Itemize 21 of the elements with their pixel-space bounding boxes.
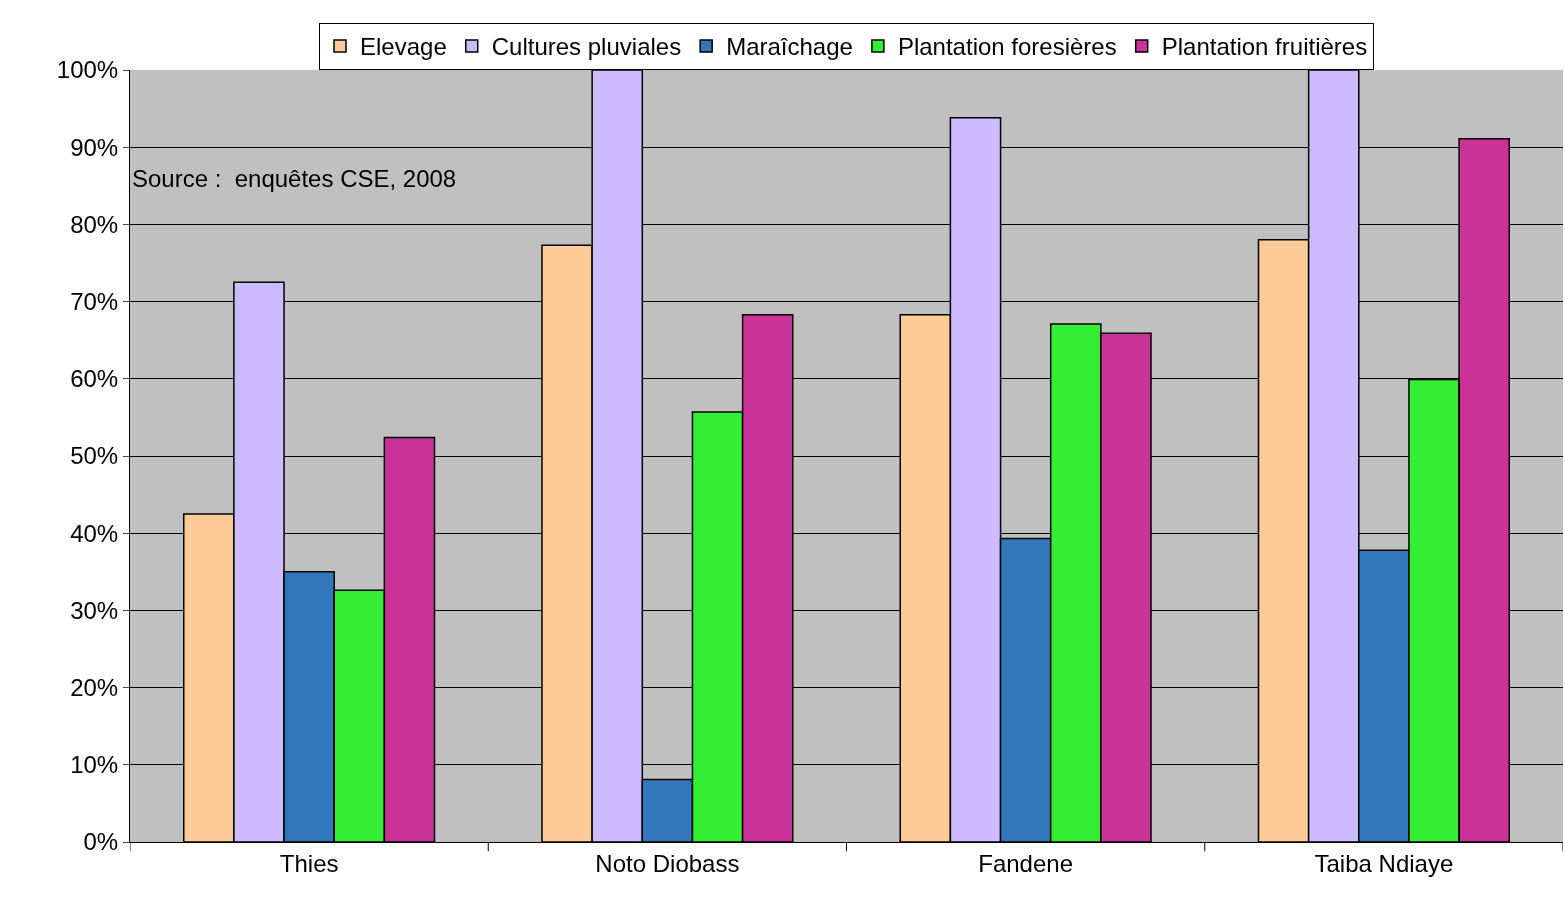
- x-tick-label: Noto Diobass: [595, 849, 740, 877]
- y-tick-label: 0%: [83, 828, 119, 856]
- legend-label: Plantation foresières: [897, 33, 1117, 61]
- y-tick-label: 50%: [70, 442, 119, 470]
- y-tick-label: 70%: [70, 288, 119, 315]
- y-tick-label: 10%: [70, 751, 119, 779]
- legend-label: Cultures pluviales: [491, 33, 682, 61]
- y-tick-label: 40%: [70, 519, 119, 547]
- legend-label: Elevage: [360, 33, 447, 61]
- y-tick-label: 90%: [70, 133, 119, 161]
- x-tick-label: Thies: [279, 849, 339, 877]
- y-tick-label: 80%: [70, 210, 119, 238]
- y-tick-label: 20%: [70, 674, 119, 701]
- annotation: Source : enquêtes CSE, 2008: [132, 165, 457, 192]
- y-tick-label: 60%: [70, 365, 119, 393]
- legend-label: Maraîchage: [726, 33, 853, 61]
- y-tick-label: 30%: [70, 596, 119, 624]
- y-tick-label: 100%: [56, 56, 119, 84]
- legend-label: Plantation fruitières: [1161, 33, 1368, 61]
- x-tick-label: Taiba Ndiaye: [1314, 849, 1454, 877]
- x-tick-label: Fandene: [978, 849, 1074, 877]
